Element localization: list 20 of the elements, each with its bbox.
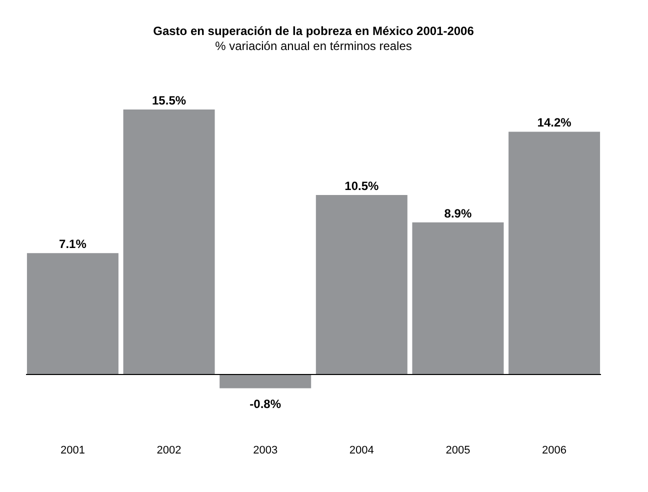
x-tick-label: 2006 <box>542 444 567 456</box>
bar <box>123 110 215 375</box>
bar <box>316 195 408 375</box>
data-label: 7.1% <box>59 237 87 252</box>
bar <box>412 222 504 375</box>
data-label: -0.8% <box>250 397 282 412</box>
data-label: 14.2% <box>537 116 572 130</box>
data-label: 8.9% <box>444 206 472 220</box>
chart-subtitle: % variación anual en términos reales <box>215 39 412 53</box>
x-tick-label: 2004 <box>349 444 374 456</box>
bar <box>508 132 600 375</box>
data-label: 15.5% <box>152 94 186 108</box>
bar <box>26 253 118 375</box>
x-tick-label: 2002 <box>156 444 182 456</box>
x-tick-label: 2003 <box>253 444 278 456</box>
bar <box>220 374 312 388</box>
x-tick-label: 2001 <box>60 444 85 456</box>
chart-title: Gasto en superación de la pobreza en México 2001-2006 <box>153 24 474 38</box>
x-tick-label: 2005 <box>446 444 470 456</box>
data-label: 10.5% <box>344 179 379 194</box>
